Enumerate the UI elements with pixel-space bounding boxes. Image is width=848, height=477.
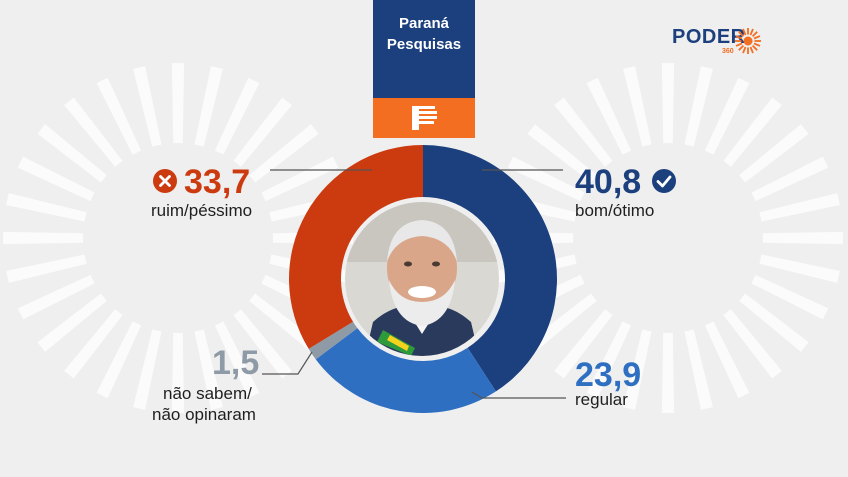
background-ray (661, 63, 675, 144)
pollster-name-line2: Pesquisas (386, 36, 462, 53)
sun-ray (735, 42, 743, 47)
label-nao-sabem-line2: não opinaram (152, 405, 256, 424)
parana-pesquisas-p-logo-icon (412, 106, 437, 130)
background-ray (64, 97, 123, 167)
pollster-logo-box (373, 98, 475, 138)
check-circle-icon (652, 169, 676, 193)
background-ray (171, 63, 185, 144)
background-ray (261, 156, 339, 202)
sun-ray (735, 35, 743, 40)
background-ray (739, 293, 809, 352)
background-ray (96, 77, 142, 155)
background-ray (527, 124, 597, 183)
brand-word: PODER (672, 26, 746, 48)
background-ray (64, 309, 123, 379)
background-ray (6, 254, 87, 283)
slice-ruim-pessimo (289, 145, 423, 349)
sun-ray (749, 46, 754, 54)
portrait-photo (345, 202, 499, 356)
background-ray (6, 193, 87, 222)
sun-icon (735, 28, 761, 54)
label-nao-sabem-line1: não sabem/ (163, 384, 252, 403)
background-ray (527, 293, 597, 352)
background-ray (684, 66, 713, 147)
background-ray (214, 321, 260, 399)
background-ray (249, 293, 319, 352)
slice-bom-otimo (423, 145, 557, 392)
sun-ray (738, 44, 745, 51)
background-ray (739, 124, 809, 183)
x-circle-icon (153, 169, 177, 193)
background-ray (723, 97, 782, 167)
background-ray (684, 329, 713, 410)
label-bom-otimo: bom/ótimo (575, 201, 655, 220)
background-ray (171, 332, 185, 413)
leader-line-nao-sabem (262, 351, 313, 375)
sun-ray (753, 42, 761, 47)
label-regular: regular (575, 390, 628, 409)
background-ray (759, 254, 840, 283)
value-regular: 23,9 (575, 356, 642, 394)
background-ray (133, 66, 162, 147)
slice-nao-sabem (308, 321, 358, 360)
background-ray (751, 274, 829, 320)
background-ray (214, 77, 260, 155)
background-ray (623, 66, 652, 147)
background-ray (507, 156, 585, 202)
background-ray (762, 231, 843, 245)
background-ray (723, 309, 782, 379)
background-ray (133, 329, 162, 410)
pollster-name-line1: Paraná (398, 15, 450, 32)
label-ruim-pessimo: ruim/péssimo (151, 201, 253, 220)
brand-number: 360 (722, 48, 734, 55)
leader-line-regular (471, 391, 566, 399)
value-ruim-pessimo: 33,7 (184, 163, 251, 201)
background-ray (3, 231, 84, 245)
sun-ray (751, 31, 758, 38)
background-ray (704, 77, 750, 155)
background-ray (96, 321, 142, 399)
background-ray (17, 274, 95, 320)
background-ray (704, 321, 750, 399)
sun-ray (753, 35, 761, 40)
value-nao-sabem: 1,5 (212, 344, 260, 382)
background-ray (194, 66, 223, 147)
portrait-image (345, 202, 499, 356)
background-ray (586, 321, 632, 399)
pollster-header: Paraná Pesquisas (373, 0, 475, 98)
poder360-logo: PODER 360 (672, 24, 764, 60)
sun-ray (738, 31, 745, 38)
sun-ray (742, 28, 747, 36)
background-ray (661, 332, 675, 413)
sun-ray (749, 28, 754, 36)
slice-regular (315, 328, 496, 413)
background-ray (233, 309, 292, 379)
background-ray (554, 309, 613, 379)
background-ray (233, 97, 292, 167)
background-ray (37, 293, 107, 352)
background-ray (751, 156, 829, 202)
background-ray (17, 156, 95, 202)
background-ray (37, 124, 107, 183)
background-ray (623, 329, 652, 410)
sun-ray (751, 44, 758, 51)
background-ray (194, 329, 223, 410)
background-ray (759, 193, 840, 222)
background-ray (249, 124, 319, 183)
value-bom-otimo: 40,8 (575, 163, 642, 201)
sun-ray (742, 46, 747, 54)
background-ray (586, 77, 632, 155)
background-ray (554, 97, 613, 167)
